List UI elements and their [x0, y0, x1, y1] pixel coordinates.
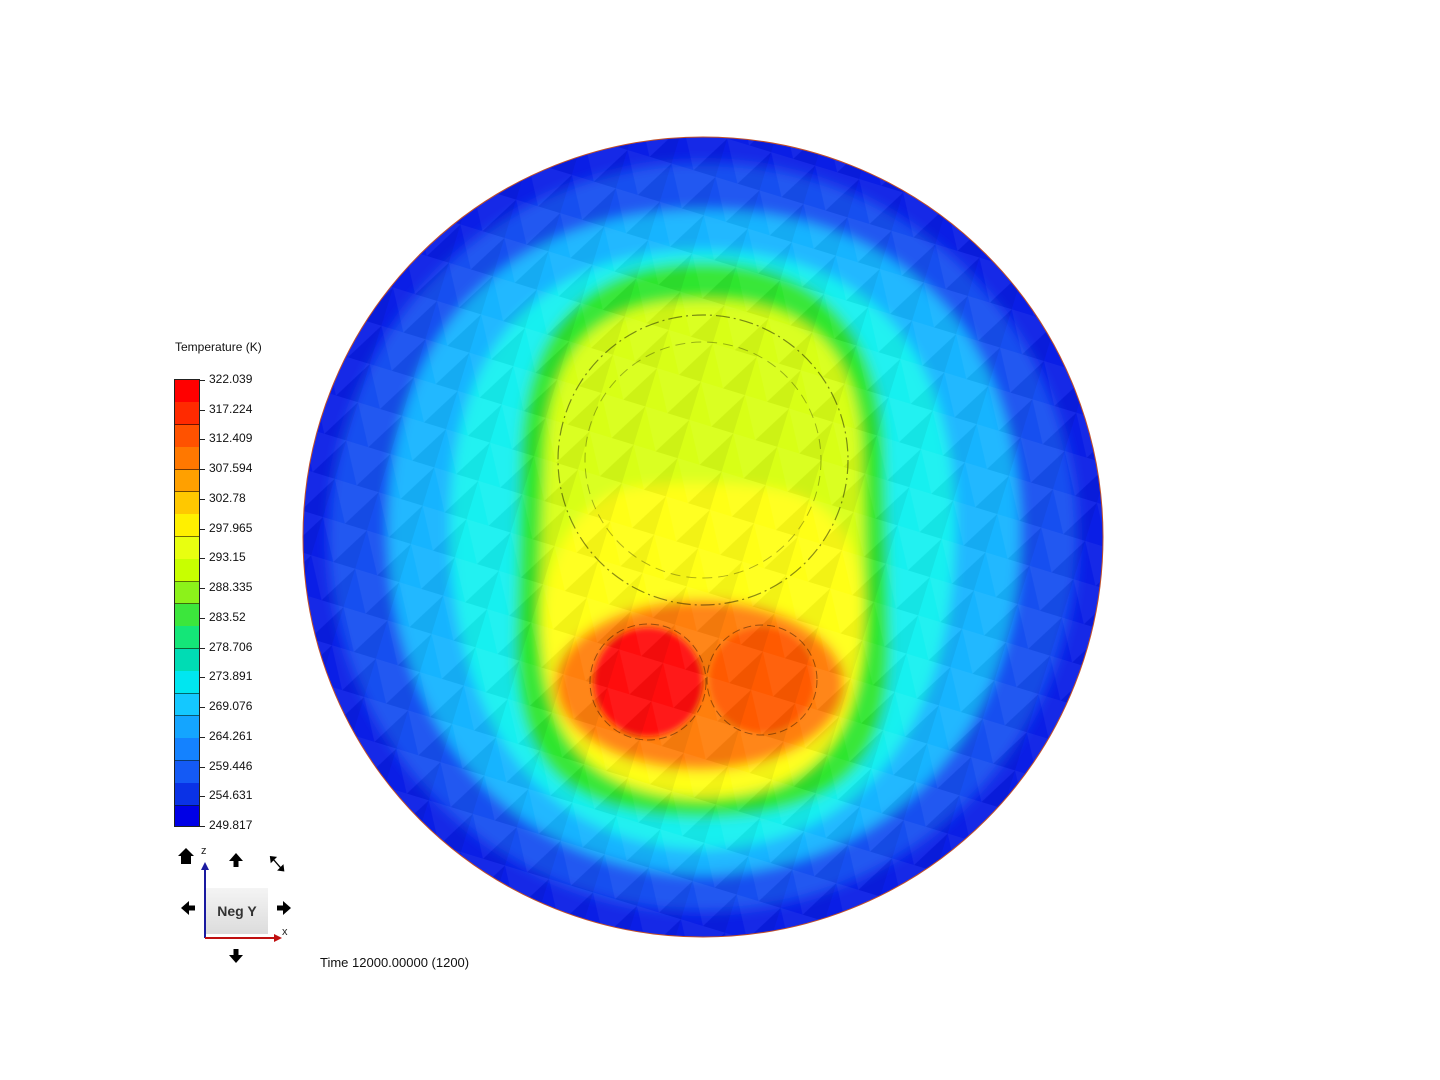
color-bar-band — [175, 492, 199, 515]
inner-tube-outline — [557, 314, 849, 606]
arrow-up-icon[interactable] — [226, 850, 246, 870]
color-bar-tick — [200, 707, 205, 709]
color-bar-band — [175, 536, 199, 560]
color-bar-band — [175, 671, 199, 695]
home-icon[interactable] — [176, 846, 196, 866]
color-bar-tick — [200, 380, 205, 381]
color-bar-tick-label: 273.891 — [209, 669, 253, 684]
color-bar-band — [175, 783, 199, 807]
color-bar-band — [175, 716, 199, 739]
color-bar-tick — [200, 766, 205, 768]
color-bar-band — [175, 760, 199, 784]
inner-tube-wall — [584, 341, 822, 579]
color-bar-band — [175, 424, 199, 448]
outer-boundary — [302, 136, 1104, 938]
color-bar-tick — [200, 498, 205, 500]
axis-z-label: z — [201, 845, 207, 857]
color-bar-band — [175, 447, 199, 471]
color-bar-band — [175, 648, 199, 672]
color-bar-tick — [200, 647, 205, 649]
color-bar-tick-label: 283.52 — [209, 609, 246, 624]
color-bar-tick-label: 312.409 — [209, 431, 253, 446]
arrow-right-icon[interactable] — [274, 898, 294, 918]
color-bar-band — [175, 604, 199, 627]
color-bar-band — [175, 805, 199, 826]
arrow-down-icon[interactable] — [226, 946, 246, 966]
time-readout: Time 12000.00000 (1200) — [320, 955, 470, 970]
color-bar-band — [175, 559, 199, 583]
legend-title: Temperature (K) — [175, 340, 262, 354]
color-bar-band — [175, 626, 199, 650]
color-bar-tick-label: 302.78 — [209, 490, 246, 505]
color-bar-band — [175, 514, 199, 538]
color-bar-tick — [200, 409, 205, 411]
axis-x-label: x — [282, 926, 288, 938]
color-bar-tick — [200, 588, 205, 590]
color-bar-tick-label: 259.446 — [209, 758, 253, 773]
left-conductor-outline — [589, 623, 707, 741]
color-bar-tick — [200, 677, 205, 679]
color-bar-tick-label: 288.335 — [209, 580, 253, 595]
color-bar-tick-label: 249.817 — [209, 818, 253, 832]
color-bar-tick-label: 322.039 — [209, 372, 253, 386]
color-bar-tick-label: 307.594 — [209, 461, 253, 476]
color-bar-tick — [200, 528, 205, 530]
color-bar-band — [175, 402, 199, 426]
color-bar-tick-label: 278.706 — [209, 639, 253, 654]
color-bar-tick — [200, 736, 205, 738]
color-bar-tick-label: 254.631 — [209, 788, 253, 803]
axis-triad — [201, 862, 282, 942]
temperature-field — [303, 137, 1103, 937]
color-bar-band — [175, 581, 199, 605]
color-bar-tick — [200, 617, 205, 619]
color-bar-band — [175, 380, 199, 403]
color-bar-tick-label: 269.076 — [209, 699, 253, 714]
color-bar-tick-label: 293.15 — [209, 550, 246, 565]
view-navigator: Neg Y z x — [170, 842, 300, 967]
color-bar-band — [175, 469, 199, 493]
view-label: Neg Y — [217, 903, 257, 919]
color-bar-tick — [200, 558, 205, 560]
color-bar-tick-label: 297.965 — [209, 520, 253, 535]
color-bar-tick — [200, 439, 205, 441]
rotate-icon[interactable] — [268, 856, 288, 876]
right-conductor-outline — [706, 624, 818, 736]
color-bar-band — [175, 693, 199, 717]
color-bar-tick — [200, 826, 205, 827]
color-bar — [174, 379, 200, 827]
color-bar-tick — [200, 469, 205, 471]
color-bar-tick — [200, 796, 205, 798]
arrow-left-icon[interactable] — [178, 898, 198, 918]
color-bar-band — [175, 738, 199, 762]
color-bar-tick-label: 317.224 — [209, 401, 253, 416]
color-bar-tick-label: 264.261 — [209, 728, 253, 743]
view-cube-face[interactable]: Neg Y — [206, 888, 268, 934]
